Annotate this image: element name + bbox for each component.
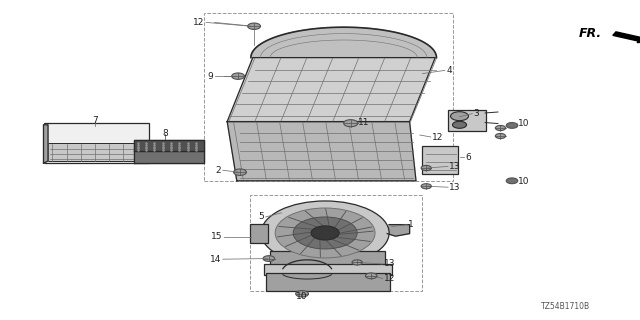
Circle shape (451, 112, 468, 121)
Circle shape (421, 184, 431, 189)
Text: 4: 4 (447, 66, 452, 75)
Text: 11: 11 (358, 118, 370, 127)
Circle shape (311, 226, 339, 240)
Text: 10: 10 (518, 177, 530, 186)
Circle shape (296, 291, 308, 297)
Text: 10: 10 (296, 292, 308, 301)
Text: 13: 13 (449, 183, 461, 192)
Circle shape (248, 23, 260, 29)
Text: 8: 8 (163, 129, 168, 138)
Bar (422, 146, 458, 174)
Bar (250, 195, 422, 291)
Polygon shape (387, 225, 410, 236)
Circle shape (495, 133, 506, 139)
Circle shape (452, 121, 467, 128)
Polygon shape (44, 125, 48, 163)
Bar (266, 273, 390, 291)
Circle shape (275, 208, 375, 258)
Polygon shape (134, 140, 204, 151)
Text: FR.: FR. (579, 27, 602, 40)
Polygon shape (227, 58, 435, 122)
Circle shape (421, 165, 431, 171)
Circle shape (293, 217, 357, 249)
Circle shape (495, 125, 506, 131)
FancyArrow shape (613, 32, 640, 43)
Bar (264, 264, 392, 275)
Text: 15: 15 (211, 232, 223, 241)
Text: TZ54B1710B: TZ54B1710B (541, 302, 590, 311)
Circle shape (506, 123, 518, 128)
Text: 6: 6 (465, 153, 471, 162)
Text: 13: 13 (384, 260, 396, 268)
Text: 2: 2 (216, 166, 221, 175)
Text: 7: 7 (92, 116, 97, 125)
Bar (44, 123, 149, 163)
Text: 9: 9 (207, 72, 213, 81)
Polygon shape (134, 151, 204, 163)
Circle shape (232, 73, 244, 79)
Text: 13: 13 (449, 162, 461, 171)
Text: 3: 3 (474, 109, 479, 118)
Text: 10: 10 (518, 119, 530, 128)
Circle shape (234, 169, 246, 175)
Text: 12: 12 (432, 133, 444, 142)
Polygon shape (251, 27, 436, 58)
Text: 5: 5 (259, 212, 264, 221)
Circle shape (263, 256, 275, 261)
Bar (270, 251, 385, 267)
Text: 12: 12 (384, 274, 396, 283)
Bar (250, 224, 268, 243)
Text: 12: 12 (193, 18, 205, 27)
Text: 1: 1 (408, 220, 414, 229)
Circle shape (261, 201, 389, 265)
Circle shape (352, 260, 362, 265)
Circle shape (344, 120, 358, 127)
Circle shape (365, 273, 377, 279)
Circle shape (506, 178, 518, 184)
Bar (448, 110, 486, 131)
Polygon shape (227, 122, 416, 181)
Text: 14: 14 (210, 255, 221, 264)
Bar (48, 143, 144, 161)
Bar (204, 13, 453, 181)
